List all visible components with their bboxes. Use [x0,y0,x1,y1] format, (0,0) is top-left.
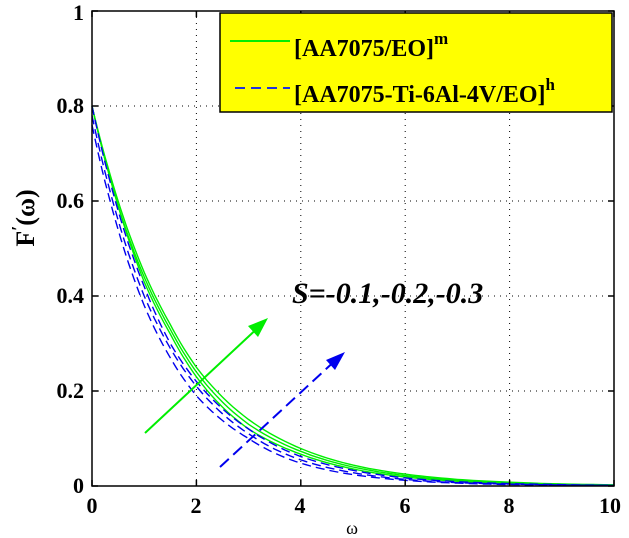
legend-item-2: [AA7075-Ti-6Al-4V/EO]h [294,75,556,108]
y-tick-0.8: 0.8 [57,93,85,118]
series-line [91,105,615,486]
y-tick-0.2: 0.2 [57,378,85,403]
series-lines [91,105,615,487]
legend: [AA7075/EO]m [AA7075-Ti-6Al-4V/EO]h [219,12,613,113]
y-tick-labels: 0 0.2 0.4 0.6 0.8 1 [57,0,85,498]
x-tick-4: 4 [295,493,306,518]
series-line [91,105,615,486]
y-tick-0.4: 0.4 [57,283,85,308]
series-line [91,124,615,487]
x-tick-2: 2 [191,493,202,518]
x-tick-8: 8 [504,493,515,518]
y-tick-0.6: 0.6 [57,188,85,213]
parameter-annotation: S=-0.1,-0.2,-0.3 [292,277,483,310]
y-tick-0: 0 [73,473,84,498]
x-axis-label: ω [346,518,358,538]
blue-dashed-arrow [219,352,345,468]
x-tick-10: 10 [599,493,621,518]
axes-box [91,10,615,487]
y-tick-1: 1 [73,0,84,25]
legend-box [219,12,613,113]
y-axis-label: F′(ω) [8,189,40,246]
legend-item-1: [AA7075/EO]m [294,29,448,62]
x-tick-labels: 0 2 4 6 8 10 [87,493,622,518]
series-line [91,115,614,487]
x-tick-0: 0 [87,493,98,518]
green-arrow [144,318,268,434]
series-line [91,105,615,486]
x-tick-6: 6 [400,493,411,518]
